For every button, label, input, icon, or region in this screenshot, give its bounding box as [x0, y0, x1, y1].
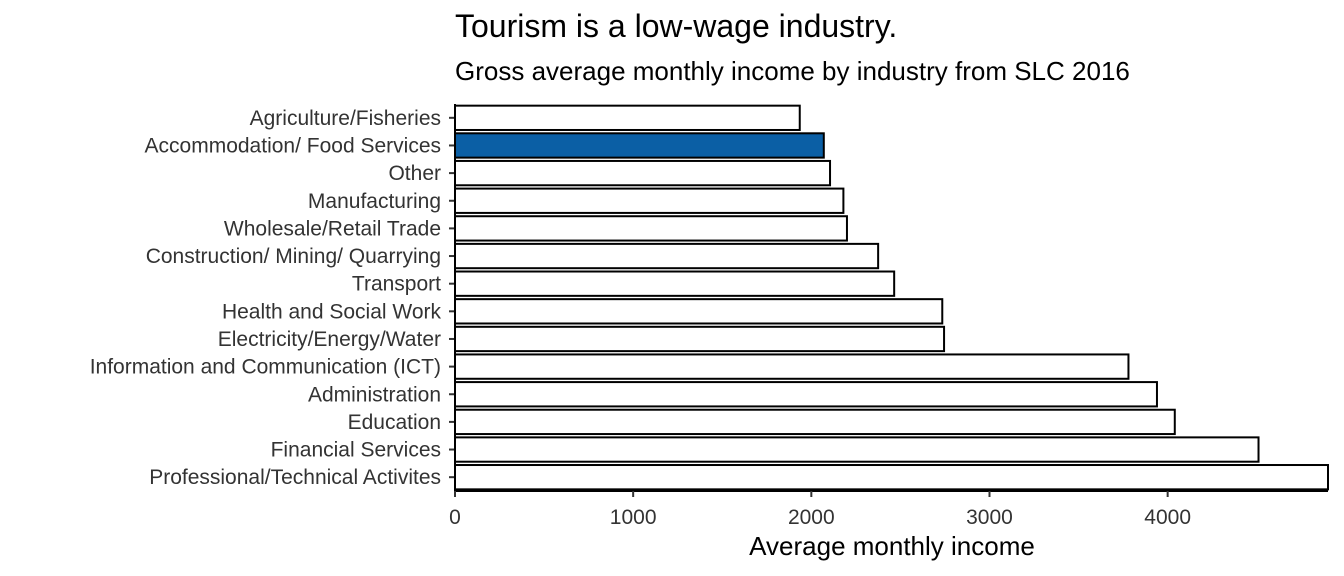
bar-13 — [454, 464, 1329, 491]
bar-9 — [454, 353, 1130, 380]
chart-subtitle: Gross average monthly income by industry… — [455, 56, 1130, 86]
y-tick-label: Wholesale/Retail Trade — [224, 217, 441, 240]
x-tick-label: 3000 — [966, 506, 1013, 529]
bar-10 — [454, 381, 1158, 408]
bar-3 — [454, 187, 845, 214]
y-tick-label: Administration — [308, 383, 441, 406]
bar-0 — [454, 104, 801, 131]
y-tick-label: Professional/Technical Activites — [149, 466, 441, 489]
bar-11 — [454, 408, 1176, 436]
y-tick-label: Electricity/Energy/Water — [218, 328, 441, 351]
y-tick-label: Construction/ Mining/ Quarrying — [146, 245, 441, 268]
x-tick-label: 0 — [449, 506, 461, 529]
y-tick-label: Financial Services — [271, 439, 441, 462]
bar-7 — [454, 298, 944, 325]
chart-title: Tourism is a low-wage industry. — [455, 8, 898, 44]
bar-4 — [454, 215, 848, 242]
y-tick-label: Information and Communication (ICT) — [90, 356, 441, 379]
bar-2 — [454, 159, 832, 187]
y-tick-label: Manufacturing — [308, 190, 441, 213]
y-tick-label: Transport — [352, 273, 441, 296]
x-axis-label: Average monthly income — [749, 531, 1035, 561]
bar-6 — [454, 270, 896, 297]
bar-8 — [454, 325, 946, 353]
y-tick-label: Education — [348, 411, 441, 434]
bar-1 — [454, 132, 825, 159]
y-tick-label: Agriculture/Fisheries — [250, 107, 441, 130]
bar-12 — [454, 436, 1260, 463]
x-tick-label: 4000 — [1144, 506, 1191, 529]
y-tick-label: Accommodation/ Food Services — [145, 134, 441, 157]
y-tick-label: Health and Social Work — [222, 300, 442, 323]
x-tick-label: 1000 — [610, 506, 657, 529]
y-tick-label: Other — [388, 162, 441, 185]
bar-5 — [454, 242, 880, 270]
x-tick-label: 2000 — [788, 506, 835, 529]
